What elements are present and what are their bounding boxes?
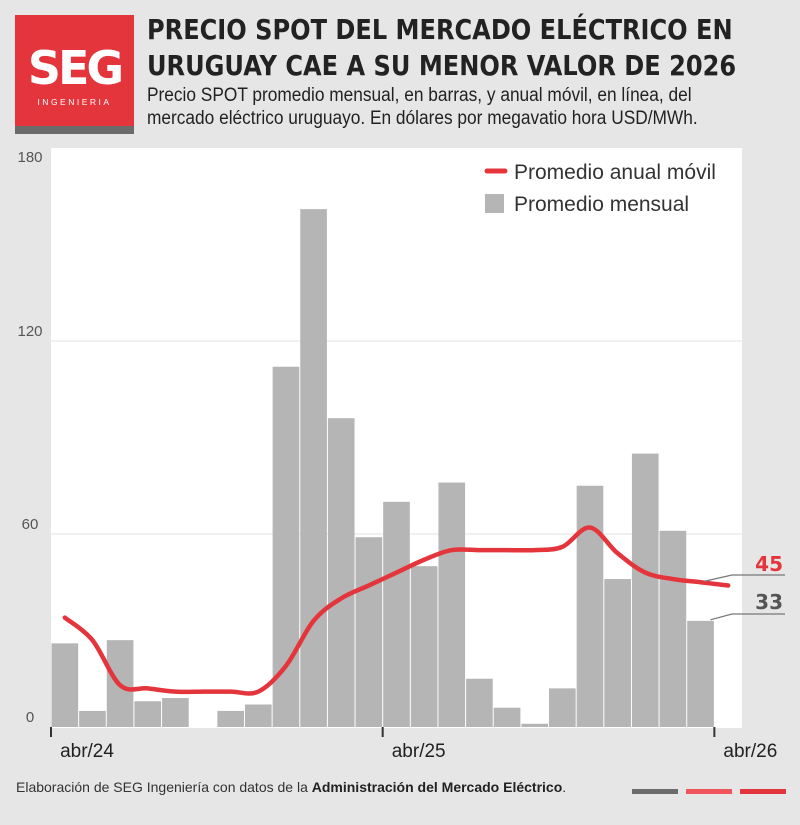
logo-wordmark: SEG (27, 41, 124, 95)
source-note: Elaboración de SEG Ingeniería con datos … (16, 779, 566, 795)
footer-bar-light-red (686, 789, 732, 794)
legend-bar-swatch (485, 194, 504, 213)
logo-gray-band (15, 126, 134, 134)
logo-subtext: INGENIERIA (37, 97, 112, 107)
bar (217, 710, 244, 727)
x-tick-label: abr/24 (60, 741, 114, 762)
y-tick-label: 180 (17, 149, 42, 166)
y-tick-label: 120 (17, 323, 42, 340)
legend-line-label: Promedio anual móvil (514, 161, 716, 184)
subtitle-line-2: mercado eléctrico uruguayo. En dólares p… (147, 108, 698, 129)
footer-bar-gray (632, 789, 678, 794)
seg-logo: SEG INGENIERIA (15, 15, 134, 134)
bar (687, 620, 714, 727)
bar (410, 566, 438, 727)
bar (244, 704, 272, 727)
bar (493, 707, 521, 727)
source-name: Administración del Mercado Eléctrico (311, 779, 563, 795)
bar (272, 366, 300, 727)
bar (355, 537, 383, 727)
y-axis-ticks: 0 60 120 180 (17, 149, 42, 726)
bar (549, 688, 576, 727)
bar (576, 485, 604, 727)
bar (659, 530, 687, 727)
bar (300, 209, 327, 727)
bar (51, 643, 79, 727)
annotation-leader-line (704, 574, 785, 582)
bar (521, 723, 549, 727)
line-series (62, 525, 731, 696)
annotation-bar-value: 33 (755, 590, 783, 614)
annotation-leader-bar (710, 613, 785, 621)
annotation-line-value: 45 (755, 552, 783, 576)
source-prefix: Elaboración de SEG Ingeniería con datos … (16, 779, 312, 795)
title-line-2: URUGUAY CAE A SU MENOR VALOR DE 2026 (147, 49, 737, 82)
subtitle-line-1: Precio SPOT promedio mensual, en barras,… (147, 85, 692, 106)
page-subtitle: Precio SPOT promedio mensual, en barras,… (147, 84, 784, 130)
footer-bar-red (740, 789, 786, 794)
title-line-1: PRECIO SPOT DEL MERCADO ELÉCTRICO EN (147, 13, 733, 46)
annotations: 45 33 (704, 552, 785, 621)
y-tick-label: 0 (26, 709, 34, 726)
legend-bar-label: Promedio mensual (514, 193, 689, 216)
bar (631, 453, 659, 727)
bar (383, 501, 410, 727)
legend: Promedio anual móvil Promedio mensual (484, 161, 716, 216)
spot-price-chart: 0 60 120 180 abr/24 abr/25 abr/26 45 33 Promed… (17, 148, 785, 762)
x-tick-label: abr/26 (723, 741, 777, 762)
page-title: PRECIO SPOT DEL MERCADO ELÉCTRICO EN URU… (147, 12, 737, 84)
bar (134, 701, 162, 727)
bar (327, 418, 355, 727)
source-suffix: . (562, 779, 567, 795)
rolling-average-line (62, 525, 731, 696)
x-tick-label: abr/25 (392, 741, 446, 762)
bar (604, 579, 631, 727)
bar (162, 698, 189, 727)
bar (438, 482, 466, 727)
x-axis-ticks: abr/24 abr/25 abr/26 (50, 727, 777, 762)
bar (466, 678, 493, 727)
y-tick-label: 60 (22, 516, 39, 533)
bar (79, 710, 106, 727)
